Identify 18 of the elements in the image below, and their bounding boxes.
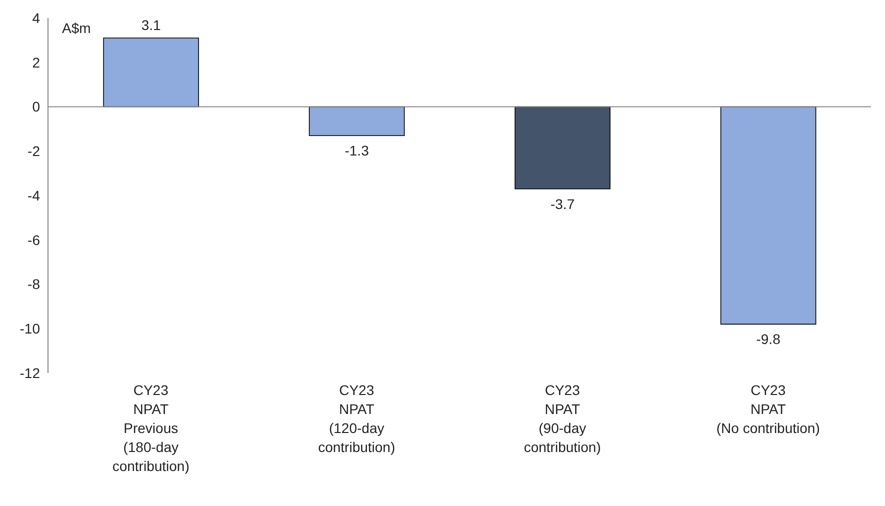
x-tick-label: CY23 NPAT (No contribution): [716, 382, 820, 436]
y-tick-label: -4: [28, 187, 40, 204]
x-tick-label: CY23 NPAT (120-day contribution): [318, 382, 396, 455]
y-tick-label: -10: [20, 320, 40, 337]
data-label: -3.7: [550, 196, 575, 212]
y-tick-label: -6: [28, 232, 40, 248]
x-tick-label: CY23 NPAT Previous (180-day contribution): [112, 382, 190, 474]
y-tick-label: -2: [28, 143, 40, 160]
y-axis-title: A$m: [62, 20, 91, 36]
x-tick-label: CY23 NPAT (90-day contribution): [524, 382, 601, 455]
data-label: 3.1: [141, 16, 161, 33]
data-label: -9.8: [756, 331, 781, 348]
data-label: -1.3: [344, 142, 370, 159]
y-tick-label: 4: [32, 10, 40, 26]
y-tick-label: 2: [32, 54, 40, 70]
y-tick-label: 0: [32, 98, 40, 115]
y-tick-label: -12: [20, 364, 40, 381]
y-tick-label: -8: [28, 276, 40, 292]
